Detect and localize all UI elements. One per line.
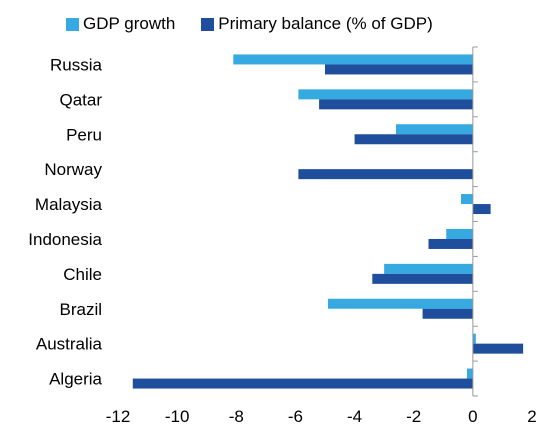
x-tick-label: 2 [527,407,536,426]
x-tick-label: -6 [288,407,303,426]
bar-gdp-growth-russia [233,54,473,64]
bar-primary-balance-of-gdp-chile [372,274,473,284]
x-tick-label: -12 [106,407,131,426]
x-tick-label: -2 [406,407,421,426]
bar-gdp-growth-malaysia [461,194,473,204]
bar-gdp-growth-chile [384,264,473,274]
bar-gdp-growth-algeria [467,369,473,379]
bar-primary-balance-of-gdp-norway [298,169,472,179]
bar-primary-balance-of-gdp-brazil [423,309,473,319]
category-label-malaysia: Malaysia [35,195,103,214]
category-label-peru: Peru [66,125,102,144]
category-label-australia: Australia [36,335,103,354]
bar-primary-balance-of-gdp-peru [355,134,473,144]
bar-gdp-growth-peru [396,124,473,134]
bar-gdp-growth-indonesia [446,229,473,239]
category-label-qatar: Qatar [59,90,102,109]
bar-primary-balance-of-gdp-russia [325,64,473,74]
x-tick-label: -4 [347,407,362,426]
bar-primary-balance-of-gdp-indonesia [429,239,473,249]
category-label-russia: Russia [50,55,103,74]
category-label-algeria: Algeria [49,370,102,389]
bar-primary-balance-of-gdp-malaysia [473,204,491,214]
category-label-brazil: Brazil [59,300,102,319]
x-tick-label: 0 [468,407,477,426]
bar-primary-balance-of-gdp-algeria [133,379,473,389]
bar-gdp-growth-qatar [298,89,472,99]
bar-gdp-growth-brazil [328,299,473,309]
x-tick-label: -8 [229,407,244,426]
category-label-indonesia: Indonesia [28,230,102,249]
bar-primary-balance-of-gdp-australia [473,344,523,354]
bar-primary-balance-of-gdp-qatar [319,99,473,109]
category-label-norway: Norway [44,160,102,179]
x-tick-label: -10 [165,407,190,426]
category-label-chile: Chile [63,265,102,284]
